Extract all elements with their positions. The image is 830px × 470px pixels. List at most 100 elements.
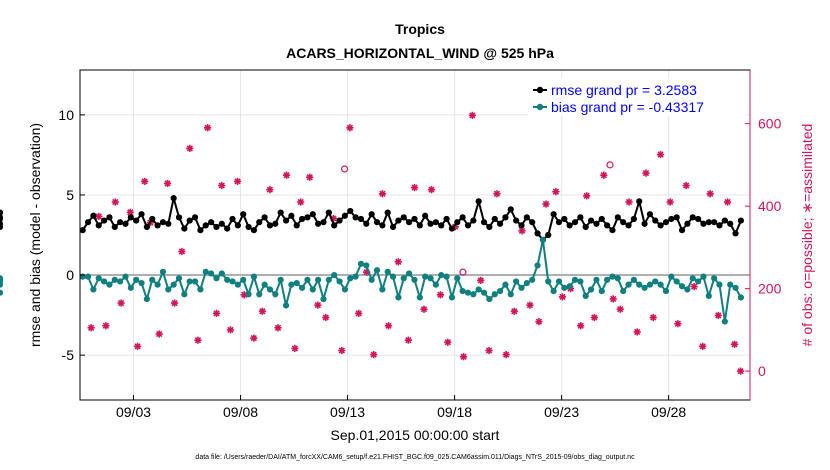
bias-point bbox=[282, 302, 290, 309]
obs-assimilated-point bbox=[714, 311, 722, 320]
asterisk-stroke bbox=[428, 186, 435, 193]
asterisk-stroke bbox=[370, 351, 377, 358]
obs-assimilated-point bbox=[102, 322, 110, 330]
bias-point bbox=[678, 283, 686, 290]
bias-point bbox=[331, 271, 338, 279]
asterisk-stroke bbox=[666, 198, 674, 206]
obs-possible-point bbox=[340, 165, 349, 173]
obs-possible-point bbox=[459, 268, 467, 276]
rmse-point bbox=[170, 195, 177, 202]
bias-point bbox=[165, 286, 172, 293]
obs-assimilated-point bbox=[468, 111, 476, 119]
asterisk-stroke bbox=[683, 182, 690, 189]
rmse-point bbox=[416, 222, 423, 229]
bias-point bbox=[143, 295, 150, 303]
rmse-point bbox=[470, 217, 477, 224]
rmse-point bbox=[700, 220, 707, 227]
bias-point bbox=[406, 270, 413, 277]
legend-bias-marker bbox=[536, 103, 544, 111]
obs-assimilated-point bbox=[502, 351, 510, 359]
bias-point bbox=[341, 286, 348, 293]
asterisk-stroke bbox=[322, 314, 329, 321]
obs-assimilated-point bbox=[266, 186, 274, 194]
rmse-point bbox=[122, 220, 129, 227]
asterisk-stroke bbox=[204, 124, 211, 131]
asterisk-stroke bbox=[511, 308, 518, 315]
bias-point bbox=[84, 273, 92, 280]
rmse-point bbox=[422, 212, 429, 219]
rmse-point bbox=[684, 220, 691, 227]
asterisk-stroke bbox=[411, 184, 418, 191]
bias-point bbox=[416, 294, 423, 301]
asterisk-stroke bbox=[127, 209, 134, 216]
bias-point bbox=[480, 289, 488, 296]
rmse-point bbox=[721, 217, 728, 224]
rmse-point bbox=[224, 225, 231, 232]
obs-assimilated-point bbox=[609, 295, 617, 303]
asterisk-stroke bbox=[526, 301, 534, 309]
bias-point bbox=[502, 281, 509, 288]
bias-point bbox=[721, 318, 728, 325]
bias-point bbox=[555, 278, 563, 285]
obs-assimilated-point bbox=[274, 324, 282, 332]
asterisk-stroke bbox=[314, 301, 321, 309]
rmse-point bbox=[127, 214, 134, 221]
chart-subtitle: ACARS_HORIZONTAL_WIND @ 525 hPa bbox=[286, 45, 554, 61]
series-lines bbox=[0, 195, 745, 325]
bias-point bbox=[293, 279, 300, 287]
rmse-point bbox=[411, 215, 418, 223]
bias-point bbox=[411, 276, 418, 283]
bias-point bbox=[545, 278, 552, 285]
y-tick-label-left: 10 bbox=[58, 107, 74, 123]
asterisk-stroke bbox=[379, 190, 386, 197]
asterisk-stroke bbox=[731, 341, 738, 348]
x-tick-label: 09/03 bbox=[116, 404, 151, 420]
bias-point bbox=[593, 276, 600, 283]
bias-point bbox=[470, 291, 477, 298]
obs-assimilated-point bbox=[378, 190, 387, 198]
asterisk-stroke bbox=[102, 322, 110, 329]
x-tick-label: 09/18 bbox=[437, 404, 472, 420]
bias-point bbox=[684, 286, 691, 293]
rmse-point bbox=[513, 217, 520, 224]
rmse-point bbox=[90, 212, 97, 219]
rmse-point bbox=[165, 220, 172, 227]
rmse-point bbox=[331, 222, 338, 229]
bias-point bbox=[106, 281, 113, 288]
rmse-point bbox=[395, 217, 402, 224]
asterisk-stroke bbox=[213, 310, 220, 317]
asterisk-stroke bbox=[493, 190, 501, 197]
obs-assimilated-point bbox=[477, 276, 485, 284]
obs-assimilated-point bbox=[410, 183, 419, 192]
rmse-point bbox=[598, 215, 605, 223]
rmse-point bbox=[111, 223, 118, 231]
bias-point bbox=[673, 278, 680, 285]
bias-point bbox=[711, 275, 718, 282]
rmse-point bbox=[636, 198, 643, 205]
rmse-point bbox=[620, 219, 627, 226]
asterisk-stroke bbox=[234, 178, 241, 185]
asterisk-stroke bbox=[577, 322, 584, 329]
bias-point bbox=[234, 281, 241, 288]
bias-point bbox=[587, 286, 595, 293]
asterisk-stroke bbox=[437, 291, 444, 298]
asterisk-stroke bbox=[141, 178, 148, 185]
bias-point bbox=[475, 286, 482, 293]
bias-point bbox=[422, 273, 429, 280]
obs-assimilated-point bbox=[233, 177, 242, 185]
obs-assimilated-point bbox=[526, 301, 534, 309]
bias-point bbox=[336, 278, 343, 285]
rmse-point bbox=[732, 230, 739, 237]
bias-point bbox=[732, 284, 739, 291]
asterisk-stroke bbox=[164, 180, 171, 187]
bias-point bbox=[347, 275, 354, 282]
rmse-point bbox=[534, 230, 541, 237]
rmse-point bbox=[293, 222, 300, 229]
rmse-series-line bbox=[81, 197, 742, 241]
bias-point bbox=[395, 294, 402, 301]
obs-assimilated-point bbox=[518, 227, 526, 235]
bias-point bbox=[229, 278, 236, 285]
asterisk-stroke bbox=[250, 334, 257, 342]
rmse-point bbox=[240, 211, 247, 218]
asterisk-stroke bbox=[542, 200, 550, 208]
